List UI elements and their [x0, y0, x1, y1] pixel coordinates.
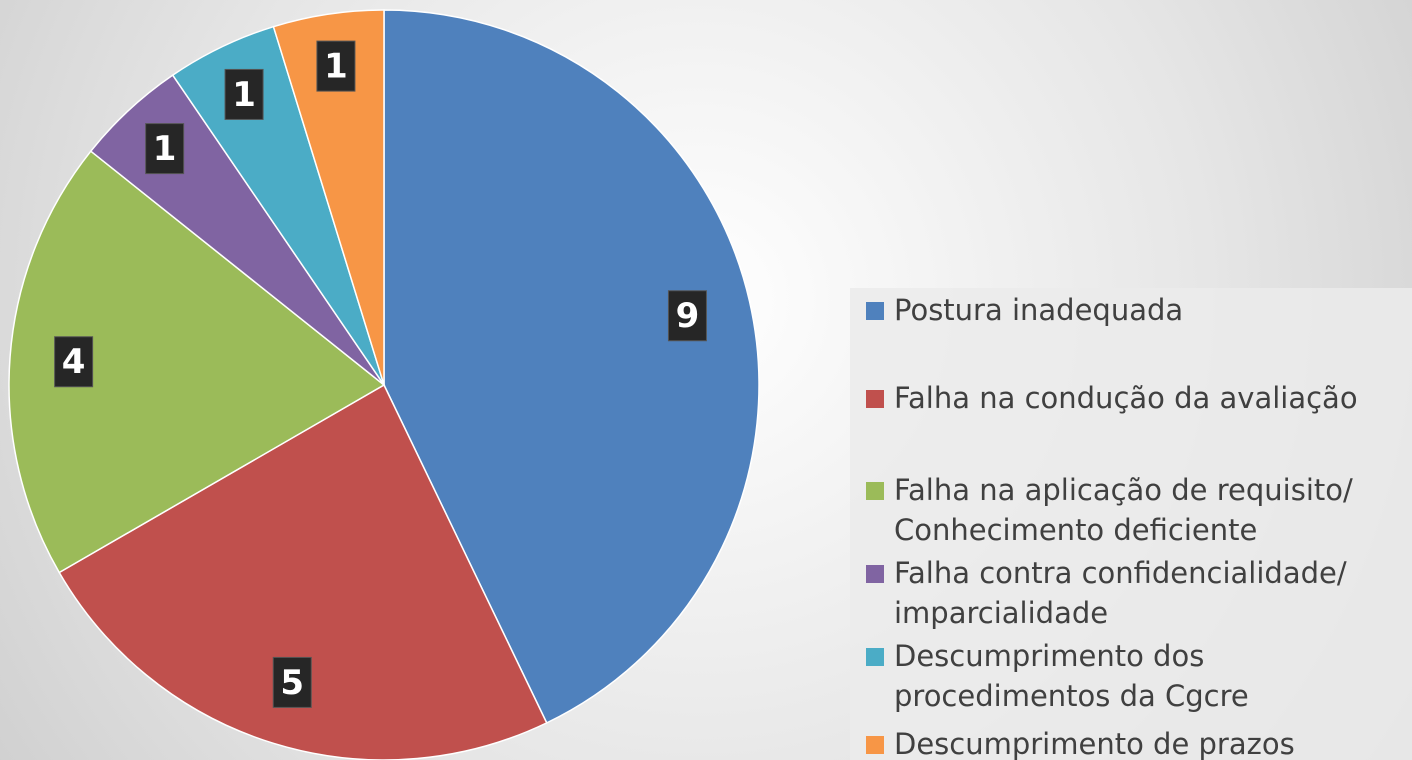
legend: Postura inadequada Falha na condução da a…	[850, 288, 1412, 760]
data-label: 1	[232, 75, 256, 115]
legend-item: Postura inadequada	[866, 290, 1384, 330]
legend-swatch	[866, 482, 884, 500]
legend-label: Falha contra confidencialidade/ imparcia…	[894, 556, 1347, 630]
data-label: 4	[62, 342, 86, 382]
pie-slice	[272, 9, 385, 386]
pie-slice	[8, 150, 386, 574]
legend-item: Falha na condução da avaliação	[866, 378, 1384, 418]
legend-item: Falha na aplicação de requisito/ Conheci…	[866, 470, 1384, 550]
legend-item: Descumprimento dos procedimentos da Cgcr…	[866, 636, 1384, 716]
legend-swatch	[866, 736, 884, 754]
data-label: 1	[324, 47, 348, 87]
data-label-box	[224, 68, 264, 120]
data-label: 1	[153, 129, 177, 169]
pie-slice	[383, 9, 760, 724]
legend-label: Descumprimento de prazos	[894, 727, 1295, 760]
legend-item: Descumprimento de prazos	[866, 724, 1384, 760]
legend-label: Descumprimento dos procedimentos da Cgcr…	[894, 639, 1249, 713]
legend-swatch	[866, 565, 884, 583]
data-label-box	[316, 40, 356, 92]
legend-label: Falha na aplicação de requisito/ Conheci…	[894, 473, 1353, 547]
legend-swatch	[866, 302, 884, 320]
legend-swatch	[866, 648, 884, 666]
legend-label: Falha na condução da avaliação	[894, 381, 1358, 415]
legend-label: Postura inadequada	[894, 293, 1184, 327]
data-label-box	[667, 290, 707, 342]
data-label-box	[272, 656, 312, 708]
legend-swatch	[866, 390, 884, 408]
legend-item: Falha contra confidencialidade/ imparcia…	[866, 553, 1384, 633]
data-label: 5	[280, 663, 304, 703]
data-label-box	[145, 123, 185, 175]
data-label: 9	[676, 296, 700, 336]
pie-slice	[58, 383, 548, 760]
data-label-box	[54, 336, 94, 388]
